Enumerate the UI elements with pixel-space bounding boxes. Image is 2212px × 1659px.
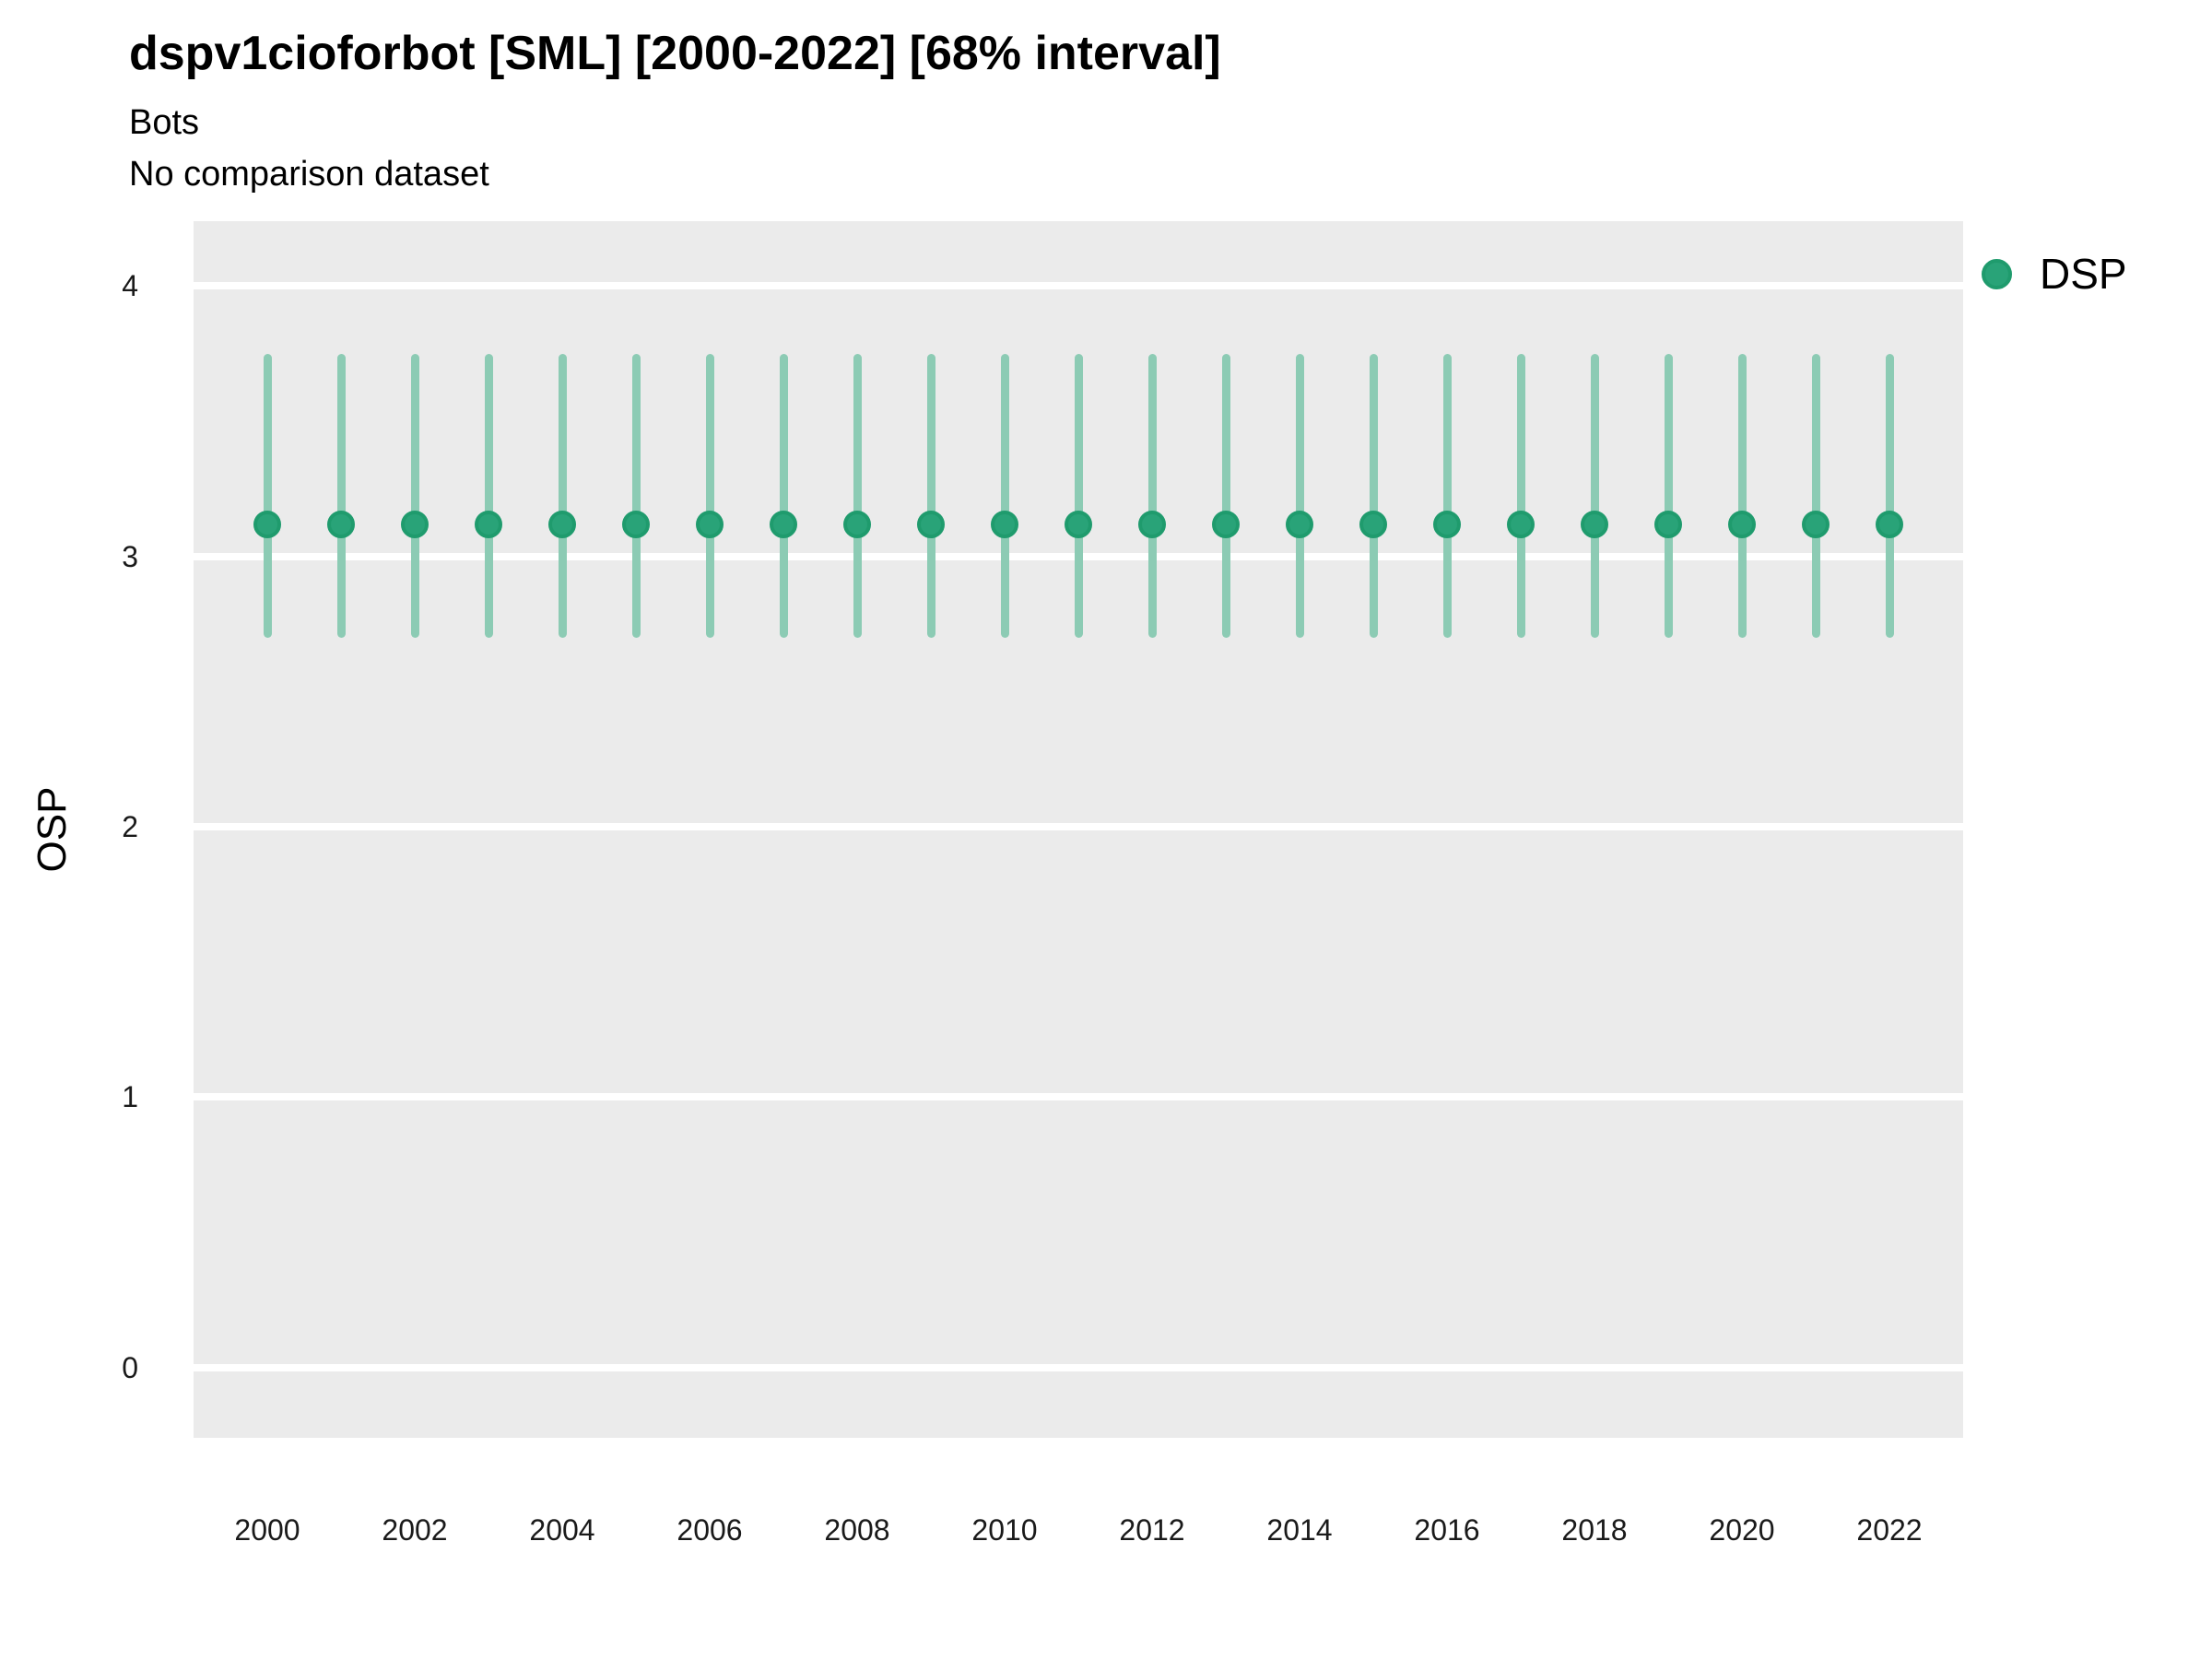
- data-point: [1876, 510, 1903, 538]
- error-bar: [1295, 353, 1304, 638]
- error-bar: [1811, 353, 1820, 638]
- data-point: [1212, 510, 1240, 538]
- x-tick-label: 2016: [1414, 1513, 1480, 1547]
- x-tick-label: 2020: [1709, 1513, 1775, 1547]
- error-bar: [1147, 353, 1157, 638]
- data-point: [327, 510, 355, 538]
- chart-comparison-note: No comparison dataset: [129, 155, 489, 194]
- y-tick-label: 0: [122, 1350, 138, 1384]
- data-point: [1359, 510, 1387, 538]
- error-bar: [484, 353, 493, 638]
- data-point: [1581, 510, 1608, 538]
- data-point: [475, 510, 502, 538]
- x-tick-label: 2018: [1561, 1513, 1628, 1547]
- legend: DSP: [1982, 249, 2127, 299]
- x-tick-label: 2004: [529, 1513, 595, 1547]
- data-point: [770, 510, 797, 538]
- data-point: [622, 510, 650, 538]
- gridline-y-1: [194, 1093, 1963, 1101]
- data-point: [1433, 510, 1461, 538]
- data-point: [843, 510, 871, 538]
- x-tick-label: 2014: [1266, 1513, 1333, 1547]
- error-bar: [853, 353, 862, 638]
- legend-marker-icon: [1982, 258, 2012, 289]
- error-bar: [926, 353, 935, 638]
- error-bar: [705, 353, 714, 638]
- error-bar: [558, 353, 567, 638]
- error-bar: [1442, 353, 1452, 638]
- error-bar: [1074, 353, 1083, 638]
- gridline-y-4: [194, 282, 1963, 290]
- plot-panel: [194, 221, 1963, 1438]
- error-bar: [410, 353, 419, 638]
- x-tick-label: 2010: [971, 1513, 1038, 1547]
- data-point: [1728, 510, 1756, 538]
- data-point: [548, 510, 576, 538]
- data-point: [1507, 510, 1535, 538]
- x-tick-label: 2008: [824, 1513, 890, 1547]
- error-bar: [631, 353, 641, 638]
- x-tick-label: 2012: [1119, 1513, 1185, 1547]
- data-point: [1138, 510, 1166, 538]
- error-bar: [1590, 353, 1599, 638]
- data-point: [1065, 510, 1092, 538]
- data-point: [401, 510, 429, 538]
- error-bar: [1221, 353, 1230, 638]
- error-bar: [1664, 353, 1673, 638]
- x-tick-label: 2002: [382, 1513, 448, 1547]
- error-bar: [336, 353, 346, 638]
- x-tick-label: 2022: [1856, 1513, 1923, 1547]
- data-point: [696, 510, 724, 538]
- data-point: [1802, 510, 1830, 538]
- error-bar: [779, 353, 788, 638]
- data-point: [253, 510, 281, 538]
- error-bar: [1885, 353, 1894, 638]
- y-tick-label: 3: [122, 539, 138, 573]
- data-point: [991, 510, 1018, 538]
- data-point: [1286, 510, 1313, 538]
- error-bar: [1737, 353, 1747, 638]
- chart-subtitle: Bots: [129, 103, 200, 142]
- error-bar: [1000, 353, 1009, 638]
- y-tick-label: 1: [122, 1080, 138, 1114]
- gridline-y-2: [194, 823, 1963, 831]
- legend-label: DSP: [2040, 250, 2127, 298]
- data-point: [917, 510, 945, 538]
- error-bar: [263, 353, 272, 638]
- y-tick-label: 4: [122, 269, 138, 303]
- data-point: [1654, 510, 1682, 538]
- x-tick-label: 2006: [677, 1513, 743, 1547]
- error-bar: [1516, 353, 1525, 638]
- error-bar: [1369, 353, 1378, 638]
- y-tick-label: 2: [122, 810, 138, 844]
- chart-title: dspv1cioforbot [SML] [2000-2022] [68% in…: [129, 27, 1221, 80]
- gridline-y-0: [194, 1363, 1963, 1371]
- x-tick-label: 2000: [234, 1513, 300, 1547]
